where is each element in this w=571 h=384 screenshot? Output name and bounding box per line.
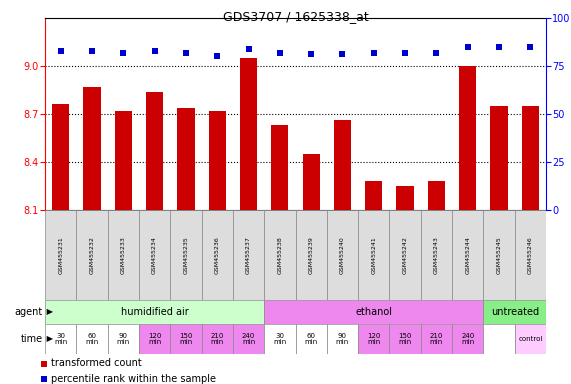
Text: GSM455235: GSM455235 — [183, 236, 188, 274]
Bar — [296, 210, 327, 300]
Bar — [428, 181, 445, 210]
Text: untreated: untreated — [490, 307, 539, 317]
Text: 150
min: 150 min — [399, 333, 412, 345]
Text: GDS3707 / 1625338_at: GDS3707 / 1625338_at — [223, 10, 368, 23]
Bar — [484, 210, 514, 300]
Bar — [484, 324, 514, 354]
Bar — [77, 324, 107, 354]
Bar — [484, 300, 546, 324]
Bar — [202, 210, 233, 300]
Bar — [421, 210, 452, 300]
Text: GSM455232: GSM455232 — [90, 236, 94, 274]
Bar — [233, 324, 264, 354]
Text: GSM455231: GSM455231 — [58, 236, 63, 274]
Bar — [271, 125, 288, 210]
Text: transformed count: transformed count — [51, 359, 142, 369]
Bar — [452, 210, 484, 300]
Text: control: control — [518, 336, 542, 342]
Bar — [45, 300, 264, 324]
Text: 30
min: 30 min — [273, 333, 287, 345]
Text: GSM455237: GSM455237 — [246, 236, 251, 274]
Bar — [264, 324, 296, 354]
Bar — [396, 186, 414, 210]
Bar — [490, 106, 508, 210]
Bar — [327, 210, 358, 300]
Text: 60
min: 60 min — [85, 333, 99, 345]
Text: 90
min: 90 min — [116, 333, 130, 345]
Text: percentile rank within the sample: percentile rank within the sample — [51, 374, 216, 384]
Text: 210
min: 210 min — [430, 333, 443, 345]
Text: GSM455236: GSM455236 — [215, 236, 220, 274]
Text: GSM455243: GSM455243 — [434, 236, 439, 274]
Bar — [389, 324, 421, 354]
Text: GSM455234: GSM455234 — [152, 236, 157, 274]
Bar — [264, 300, 484, 324]
Text: 60
min: 60 min — [304, 333, 318, 345]
Text: 120
min: 120 min — [148, 333, 161, 345]
Text: ethanol: ethanol — [355, 307, 392, 317]
Bar — [327, 324, 358, 354]
Bar — [208, 111, 226, 210]
Text: GSM455233: GSM455233 — [121, 236, 126, 274]
Text: 240
min: 240 min — [242, 333, 255, 345]
Text: GSM455239: GSM455239 — [309, 236, 313, 274]
Text: ▶: ▶ — [43, 334, 53, 344]
Bar — [389, 210, 421, 300]
Bar — [83, 87, 100, 210]
Bar — [514, 210, 546, 300]
Bar — [296, 324, 327, 354]
Text: GSM455244: GSM455244 — [465, 236, 471, 274]
Bar — [139, 210, 170, 300]
Bar — [514, 324, 546, 354]
Bar — [146, 92, 163, 210]
Bar — [421, 324, 452, 354]
Bar — [139, 324, 170, 354]
Bar — [452, 324, 484, 354]
Bar — [264, 210, 296, 300]
Text: ▶: ▶ — [43, 308, 53, 316]
Text: GSM455245: GSM455245 — [497, 236, 501, 274]
Bar — [177, 108, 195, 210]
Text: 210
min: 210 min — [211, 333, 224, 345]
Bar — [233, 210, 264, 300]
Bar — [303, 154, 320, 210]
Bar — [170, 324, 202, 354]
Bar — [240, 58, 257, 210]
Bar — [107, 210, 139, 300]
Text: GSM455238: GSM455238 — [278, 236, 282, 274]
Bar — [45, 324, 77, 354]
Text: 240
min: 240 min — [461, 333, 475, 345]
Bar — [107, 324, 139, 354]
Text: humidified air: humidified air — [120, 307, 188, 317]
Bar — [202, 324, 233, 354]
Bar — [52, 104, 69, 210]
Bar — [77, 210, 107, 300]
Bar — [358, 210, 389, 300]
Bar — [522, 106, 539, 210]
Text: time: time — [21, 334, 43, 344]
Text: 150
min: 150 min — [179, 333, 192, 345]
Text: GSM455241: GSM455241 — [371, 236, 376, 274]
Bar — [45, 210, 77, 300]
Bar — [115, 111, 132, 210]
Text: 30
min: 30 min — [54, 333, 67, 345]
Text: 120
min: 120 min — [367, 333, 380, 345]
Text: agent: agent — [15, 307, 43, 317]
Bar — [459, 66, 476, 210]
Bar — [365, 181, 383, 210]
Text: GSM455246: GSM455246 — [528, 236, 533, 274]
Bar — [170, 210, 202, 300]
Text: GSM455242: GSM455242 — [403, 236, 408, 274]
Bar — [358, 324, 389, 354]
Text: GSM455240: GSM455240 — [340, 236, 345, 274]
Text: 90
min: 90 min — [336, 333, 349, 345]
Bar — [334, 121, 351, 210]
